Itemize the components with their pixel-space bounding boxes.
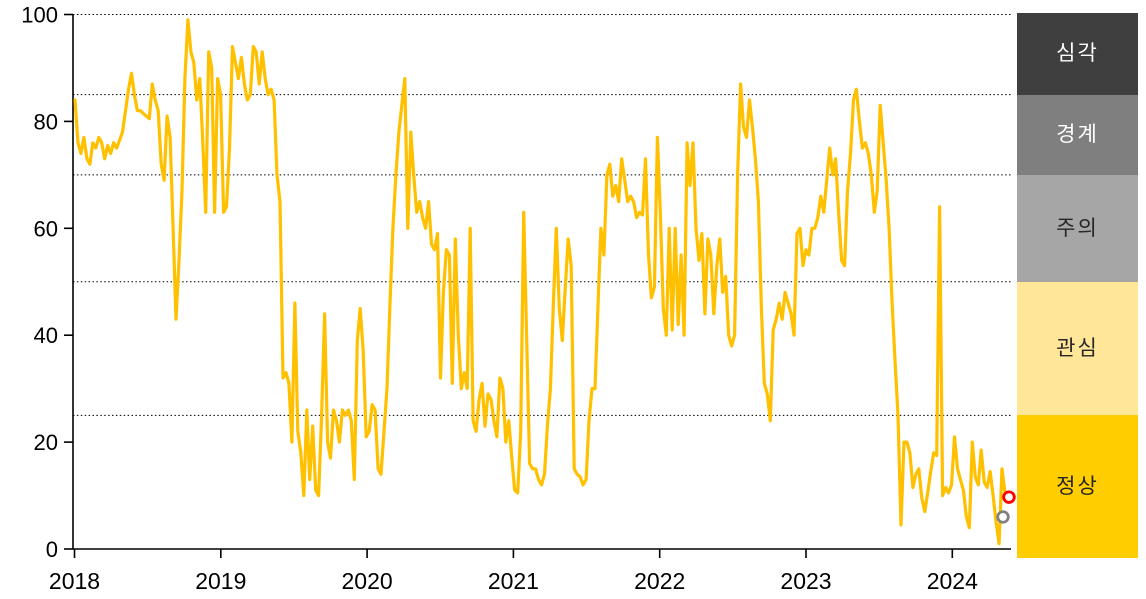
legend-band-label: 경계 xyxy=(1056,123,1099,147)
y-tick-label: 20 xyxy=(34,430,58,455)
y-tick-label: 80 xyxy=(34,109,58,134)
y-tick-label: 100 xyxy=(21,3,58,28)
x-tick-label: 2022 xyxy=(634,568,685,594)
legend-band-4: 관심 xyxy=(1017,281,1138,416)
x-tick-label: 2019 xyxy=(195,568,246,594)
series-line xyxy=(73,18,1007,546)
legend-band-5: 정상 xyxy=(1017,415,1138,558)
previous-point-marker xyxy=(996,510,1010,524)
y-tick-label: 60 xyxy=(34,216,58,241)
y-tick-label: 40 xyxy=(34,323,58,348)
x-tick-label: 2024 xyxy=(927,568,978,594)
x-tick-label: 2020 xyxy=(342,568,393,594)
legend-band-label: 주의 xyxy=(1056,216,1099,240)
legend-band-label: 정상 xyxy=(1056,475,1099,499)
legend-band-2: 경계 xyxy=(1017,94,1138,175)
latest-point-marker xyxy=(1002,490,1016,504)
x-tick-label: 2023 xyxy=(780,568,831,594)
y-tick-label: 0 xyxy=(46,537,58,562)
legend-band-1: 심각 xyxy=(1017,13,1138,95)
legend-band-label: 관심 xyxy=(1056,337,1099,361)
legend-band-label: 심각 xyxy=(1056,42,1099,66)
x-tick-label: 2021 xyxy=(488,568,539,594)
x-tick-label: 2018 xyxy=(49,568,100,594)
legend-band-3: 주의 xyxy=(1017,174,1138,282)
